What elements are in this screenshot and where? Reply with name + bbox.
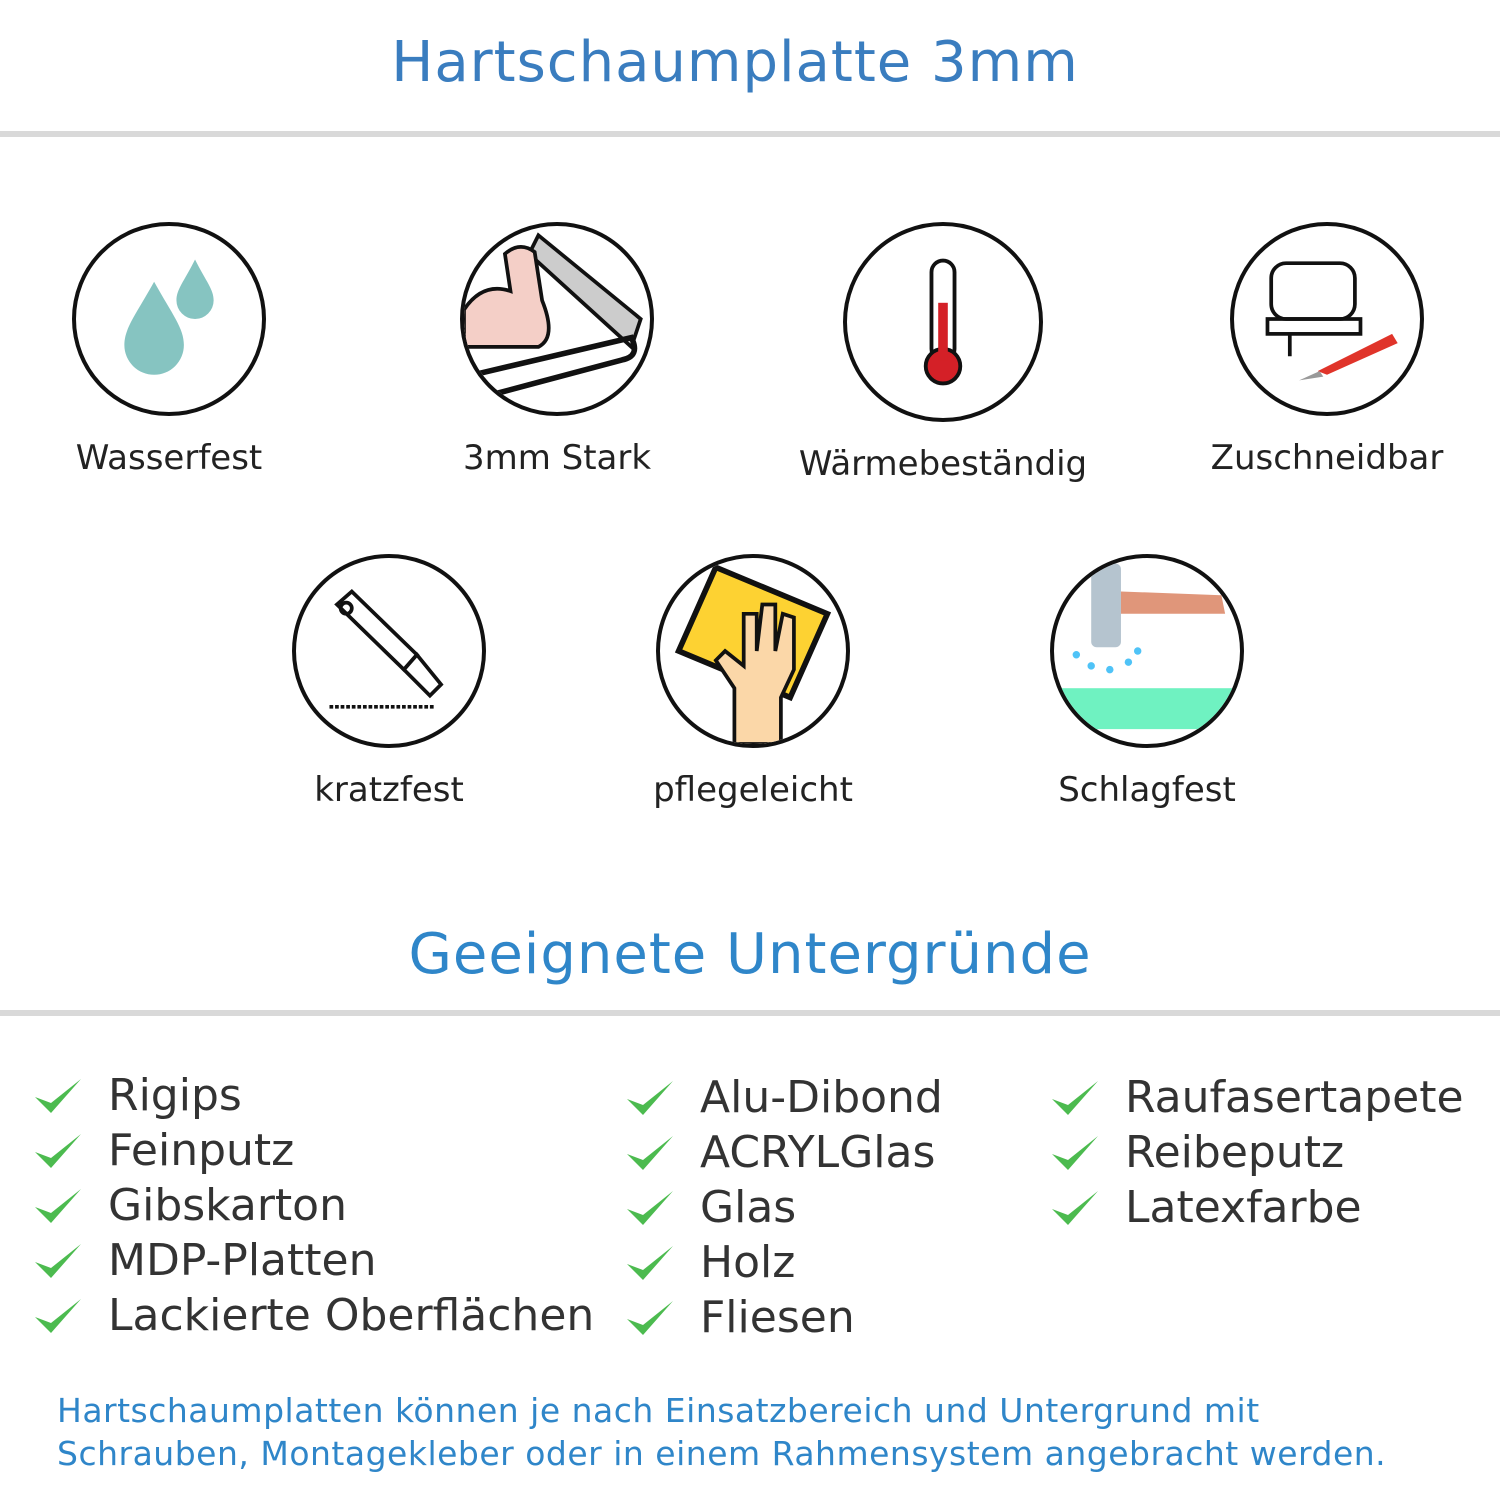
feature-label: Zuschneidbar <box>1210 438 1444 478</box>
surface-label: MDP-Platten <box>108 1235 377 1286</box>
footer-line-1: Hartschaumplatten können je nach Einsatz… <box>57 1391 1260 1430</box>
feature-label: Wärmebeständig <box>798 444 1088 484</box>
check-icon <box>1052 1190 1098 1225</box>
check-icon <box>627 1080 673 1115</box>
surface-label: Rigips <box>108 1070 242 1121</box>
surface-item: Gibskarton <box>33 1178 594 1233</box>
divider <box>0 131 1500 137</box>
jigsaw-cutter-icon <box>1230 222 1424 416</box>
surface-label: ACRYLGlas <box>700 1127 936 1178</box>
strong-arm-icon <box>460 222 654 416</box>
feature-kratzfest: kratzfest <box>209 554 569 810</box>
check-icon <box>1052 1135 1098 1170</box>
surface-item: Fliesen <box>625 1290 943 1345</box>
surfaces-column-1: Rigips Feinputz Gibskarton MDP-Platten Lacki… <box>33 1068 594 1343</box>
surface-item: Alu-Dibond <box>625 1070 943 1125</box>
surface-item: Raufasertapete <box>1050 1070 1464 1125</box>
surface-label: Feinputz <box>108 1125 295 1176</box>
surface-label: Gibskarton <box>108 1180 347 1231</box>
feature-label: Wasserfest <box>75 438 263 478</box>
page-title: Hartschaumplatte 3mm <box>391 30 1079 95</box>
surface-label: Glas <box>700 1182 797 1233</box>
feature-zuschneidbar: Zuschneidbar <box>1147 222 1500 478</box>
check-icon <box>627 1135 673 1170</box>
surface-item: ACRYLGlas <box>625 1125 943 1180</box>
feature-3mm-stark: 3mm Stark <box>377 222 737 478</box>
surfaces-column-3: Raufasertapete Reibeputz Latexfarbe <box>1050 1070 1464 1235</box>
surface-item: Feinputz <box>33 1123 594 1178</box>
surface-item: Glas <box>625 1180 943 1235</box>
check-icon <box>35 1078 81 1113</box>
check-icon <box>1052 1080 1098 1115</box>
footer-note: Hartschaumplatten können je nach Einsatz… <box>57 1389 1386 1475</box>
surface-label: Raufasertapete <box>1125 1072 1464 1123</box>
feature-pflegeleicht: pflegeleicht <box>573 554 933 810</box>
feature-label: pflegeleicht <box>653 770 853 810</box>
divider <box>0 1010 1500 1016</box>
feature-wasserfest: Wasserfest <box>0 222 349 478</box>
water-drops-icon <box>72 222 266 416</box>
hammer-icon <box>1050 554 1244 748</box>
check-icon <box>35 1243 81 1278</box>
feature-label: kratzfest <box>314 770 464 810</box>
feature-label: Schlagfest <box>1058 770 1236 810</box>
surface-item: Reibeputz <box>1050 1125 1464 1180</box>
cutter-knife-icon <box>292 554 486 748</box>
surface-label: Latexfarbe <box>1125 1182 1362 1233</box>
thermometer-icon <box>843 222 1043 422</box>
surface-label: Fliesen <box>700 1292 855 1343</box>
check-icon <box>627 1300 673 1335</box>
surface-label: Alu-Dibond <box>700 1072 943 1123</box>
check-icon <box>627 1190 673 1225</box>
surface-label: Reibeputz <box>1125 1127 1345 1178</box>
surface-label: Lackierte Oberflächen <box>108 1290 595 1341</box>
surface-item: Latexfarbe <box>1050 1180 1464 1235</box>
surface-item: Holz <box>625 1235 943 1290</box>
feature-waermebestaendig: Wärmebeständig <box>763 222 1123 484</box>
surface-item: Lackierte Oberflächen <box>33 1288 594 1343</box>
section-title: Geeignete Untergründe <box>408 922 1092 987</box>
check-icon <box>627 1245 673 1280</box>
surface-item: MDP-Platten <box>33 1233 594 1288</box>
check-icon <box>35 1133 81 1168</box>
footer-line-2: Schrauben, Montagekleber oder in einem R… <box>57 1434 1387 1473</box>
cleaning-hand-icon <box>656 554 850 748</box>
feature-label: 3mm Stark <box>462 438 652 478</box>
surfaces-column-2: Alu-Dibond ACRYLGlas Glas Holz Fliesen <box>625 1070 943 1345</box>
surface-label: Holz <box>700 1237 796 1288</box>
check-icon <box>35 1188 81 1223</box>
feature-schlagfest: Schlagfest <box>967 554 1327 810</box>
check-icon <box>35 1298 81 1333</box>
surface-item: Rigips <box>33 1068 594 1123</box>
